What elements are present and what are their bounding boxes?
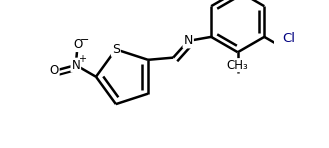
Text: O: O bbox=[73, 38, 82, 51]
Text: Cl: Cl bbox=[282, 32, 295, 45]
Text: +: + bbox=[78, 54, 86, 64]
Text: CH₃: CH₃ bbox=[227, 59, 249, 72]
Text: N: N bbox=[184, 34, 193, 47]
Text: O: O bbox=[49, 64, 59, 77]
Text: N: N bbox=[71, 59, 80, 72]
Text: S: S bbox=[112, 43, 120, 56]
Text: −: − bbox=[80, 35, 89, 45]
